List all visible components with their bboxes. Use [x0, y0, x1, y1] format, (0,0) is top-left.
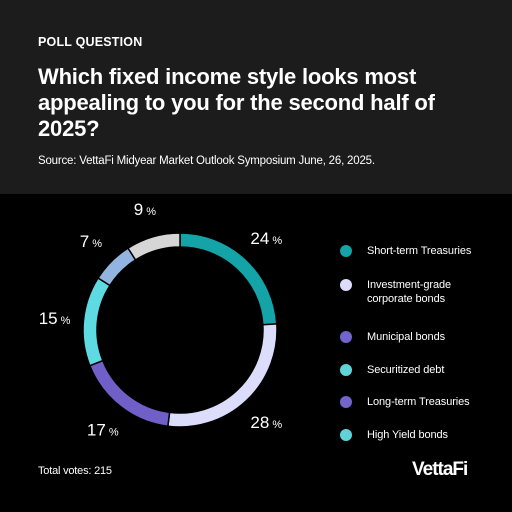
eyebrow-label: POLL QUESTION	[38, 35, 143, 49]
legend-label: Municipal bonds	[367, 331, 445, 343]
slice-percent-label: 7%	[80, 232, 102, 251]
legend-item: High Yield bonds	[340, 428, 487, 442]
donut-slice	[126, 232, 181, 261]
slice-percent-label: 15%	[39, 309, 71, 328]
slice-percent-label: 9%	[134, 200, 156, 219]
header-panel: POLL QUESTION Which fixed income style l…	[0, 0, 512, 194]
legend-label: Short-term Treasuries	[367, 245, 472, 257]
donut-slice	[82, 276, 111, 367]
legend-item: Investment-grade corporate bonds	[340, 278, 487, 306]
donut-slice	[88, 359, 171, 428]
legend-item: Short-term Treasuries	[340, 244, 487, 258]
legend-swatch	[340, 429, 352, 441]
legend-item: Long-term Treasuries	[340, 395, 487, 409]
page-title: Which fixed income style looks most appe…	[38, 64, 435, 141]
slice-percent-label: 28%	[250, 413, 282, 432]
legend-item: Municipal bonds	[340, 330, 487, 344]
source-note: Source: VettaFi Midyear Market Outlook S…	[38, 155, 375, 167]
legend-item: Securitized debt	[340, 363, 487, 377]
donut-slice	[97, 247, 137, 287]
legend-label: Investment-grade corporate bonds	[367, 279, 451, 305]
donut-slice	[167, 323, 278, 428]
vettafi-logo: VettaFi	[412, 459, 468, 480]
legend-swatch	[340, 245, 352, 257]
legend-swatch	[340, 279, 352, 291]
slice-percent-label: 17%	[87, 421, 119, 440]
legend-label: Securitized debt	[367, 364, 445, 376]
total-votes: Total votes: 215	[38, 465, 112, 477]
legend-label: High Yield bonds	[367, 429, 448, 441]
legend-swatch	[340, 364, 352, 376]
donut-chart: 24 % 28 % 17 % 15 % 7 % 9%	[39, 200, 283, 440]
legend-label: Long-term Treasuries	[367, 396, 470, 408]
slice-percent-label: 24%	[250, 229, 282, 248]
legend-swatch	[340, 396, 352, 408]
legend-swatch	[340, 331, 352, 343]
